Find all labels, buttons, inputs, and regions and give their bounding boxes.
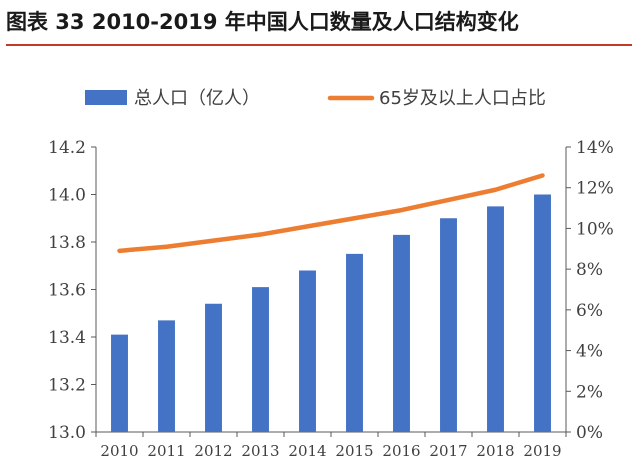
chart-title: 图表 33 2010-2019 年中国人口数量及人口结构变化 xyxy=(6,10,519,34)
x-tick-label: 2018 xyxy=(476,442,514,460)
right-tick-label: 4% xyxy=(576,342,603,362)
bar-series xyxy=(111,194,551,432)
bar xyxy=(252,287,269,432)
bar xyxy=(346,253,363,432)
bar xyxy=(534,194,551,432)
right-tick-label: 2% xyxy=(576,382,603,402)
left-tick-label: 13.4 xyxy=(48,328,86,348)
right-tick-label: 8% xyxy=(576,260,603,280)
right-tick-label: 0% xyxy=(576,423,603,443)
right-tick-label: 12% xyxy=(576,179,614,199)
left-tick-label: 13.2 xyxy=(48,376,86,396)
legend: 总人口（亿人） 65岁及以上人口占比 xyxy=(85,88,546,109)
x-tick-label: 2010 xyxy=(100,442,138,460)
left-tick-label: 13.6 xyxy=(48,281,86,301)
bar xyxy=(487,206,504,432)
x-tick-label: 2016 xyxy=(382,442,420,460)
bar xyxy=(158,320,175,432)
left-tick-label: 14.2 xyxy=(48,138,86,158)
bar xyxy=(205,303,222,432)
left-tick-label: 14.0 xyxy=(48,186,86,206)
bar xyxy=(299,270,316,432)
bar xyxy=(111,334,128,432)
left-tick-label: 13.8 xyxy=(48,233,86,253)
right-tick-label: 10% xyxy=(576,219,614,239)
bar xyxy=(393,234,410,432)
line-path xyxy=(117,173,545,254)
legend-label-bar: 总人口（亿人） xyxy=(134,88,260,109)
x-tick-label: 2011 xyxy=(147,442,185,460)
legend-label-line: 65岁及以上人口占比 xyxy=(379,88,546,109)
x-tick-label: 2015 xyxy=(335,442,373,460)
x-tick-label: 2014 xyxy=(288,442,326,460)
bar xyxy=(440,218,457,432)
legend-swatch-bar xyxy=(85,90,127,105)
line-series xyxy=(117,173,545,254)
x-tick-label: 2013 xyxy=(241,442,279,460)
tick-labels: 13.0 13.2 13.4 13.6 13.8 14.0 14.2 0% 2% 4% 6% 8% 10… xyxy=(48,138,614,460)
title-divider xyxy=(6,44,632,46)
x-tick-label: 2017 xyxy=(429,442,467,460)
left-tick-label: 13.0 xyxy=(48,423,86,443)
right-tick-label: 14% xyxy=(576,138,614,158)
x-tick-label: 2012 xyxy=(194,442,232,460)
right-tick-label: 6% xyxy=(576,301,603,321)
x-tick-label: 2019 xyxy=(523,442,561,460)
